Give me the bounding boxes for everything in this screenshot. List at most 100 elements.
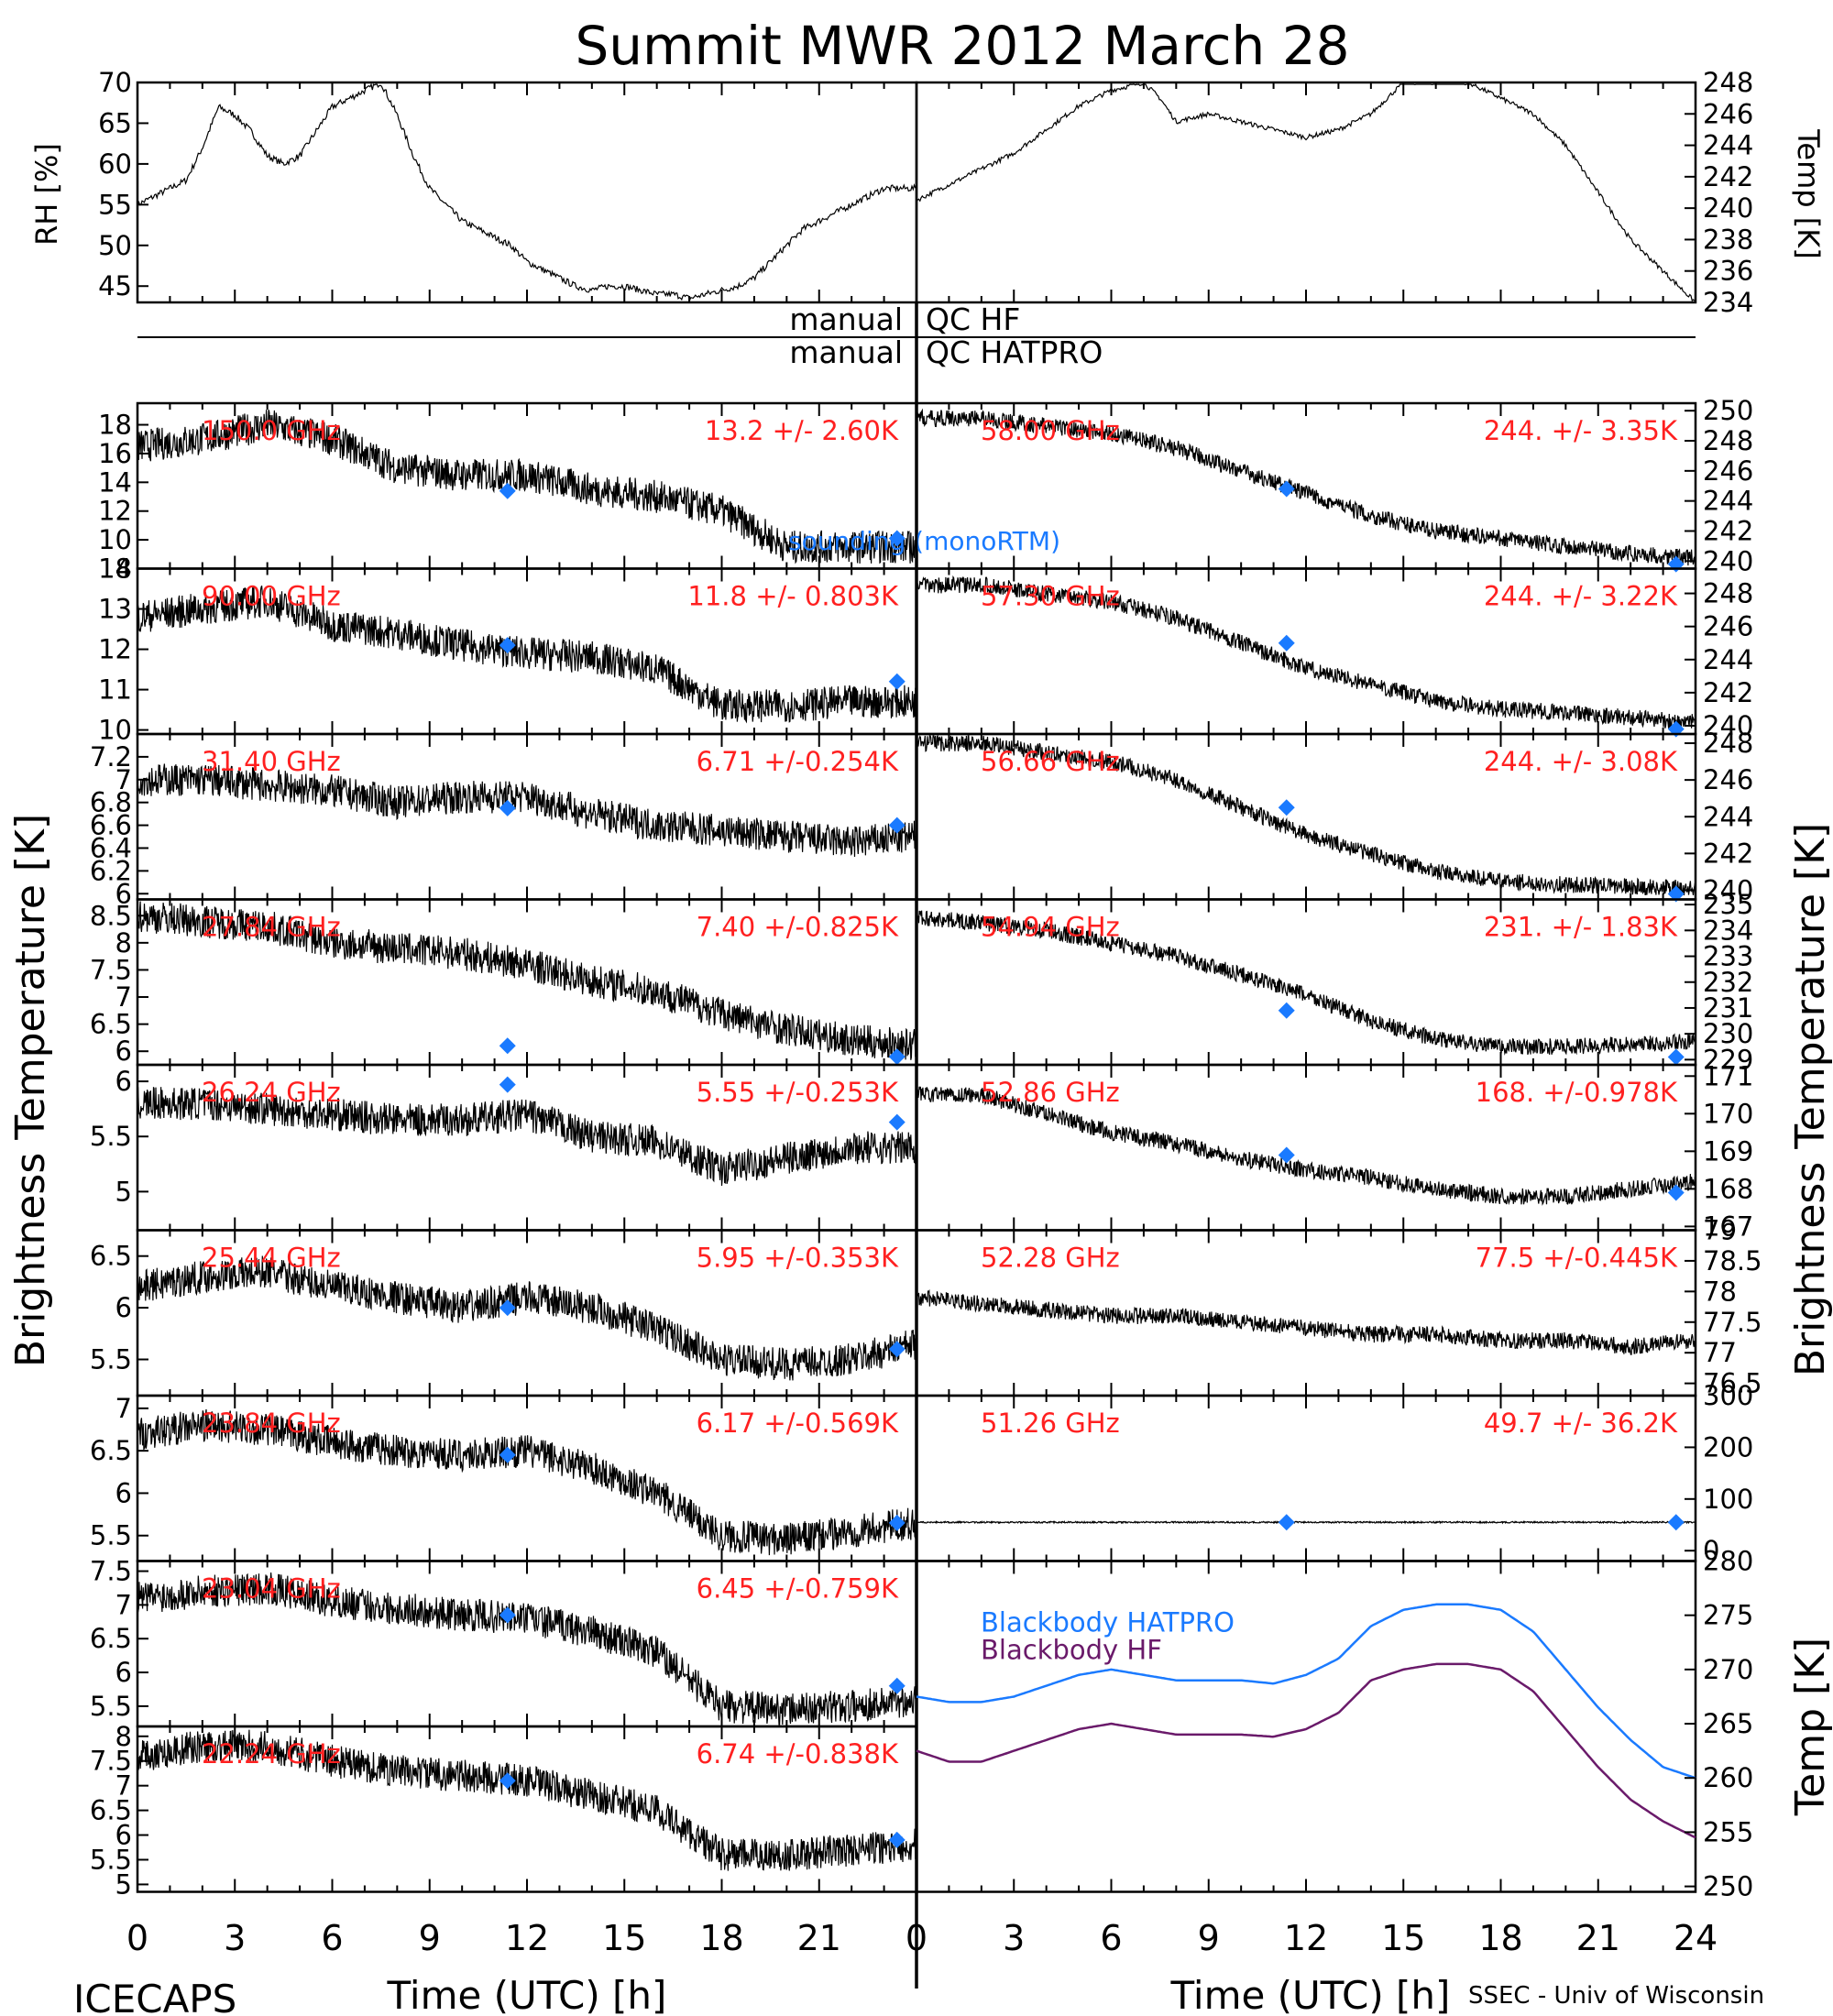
y-tick-label: 5: [115, 1868, 132, 1900]
model-marker: [888, 1831, 906, 1848]
channel-stat-label: 77.5 +/-0.445K: [1476, 1243, 1678, 1274]
y-tick-label: 11: [98, 674, 132, 706]
y-tick-label: 244: [1703, 130, 1753, 161]
model-marker: [1667, 1048, 1685, 1066]
y-tick-label: 231: [1703, 992, 1753, 1024]
channel-frequency-label: 57.30 GHz: [981, 581, 1120, 612]
blackbody-hf-line: [916, 1662, 1696, 1839]
x-tick-label: 18: [1478, 1918, 1522, 1958]
y-tick-label: 232: [1703, 967, 1753, 998]
y-tick-label: 6.6: [90, 810, 132, 841]
channel-trace: [916, 1086, 1696, 1206]
rh-panel-frame: [136, 81, 918, 304]
x-tick-label: 12: [1284, 1918, 1328, 1958]
model-marker: [1667, 1514, 1685, 1531]
model-marker: [888, 1341, 906, 1358]
y-tick-label: 240: [1703, 545, 1753, 576]
model-marker: [499, 799, 516, 816]
y-tick-label: 250: [1703, 1871, 1753, 1902]
y-tick-label: 6.5: [90, 1009, 132, 1040]
legend-sounding: sounding (monoRTM): [788, 526, 1060, 556]
qc-label-left: manual: [789, 334, 903, 370]
y-tick-label: 250: [1703, 395, 1753, 426]
y-tick-label: 70: [98, 67, 132, 98]
x-tick-label: 21: [1576, 1918, 1620, 1958]
x-tick-label: 21: [797, 1918, 841, 1958]
y-tick-label: 7: [115, 981, 132, 1013]
channel-stat-label: 11.8 +/- 0.803K: [687, 581, 899, 612]
y-tick-label: 12: [98, 634, 132, 665]
y-tick-label: 248: [1703, 67, 1753, 98]
channel-stat-label: 231. +/- 1.83K: [1484, 912, 1678, 943]
y-tick-label: 234: [1703, 915, 1753, 946]
y-tick-label: 235: [1703, 889, 1753, 920]
channel-stat-label: 6.71 +/-0.254K: [697, 746, 899, 777]
channel-stat-label: 13.2 +/- 2.60K: [705, 415, 899, 446]
channel-frequency-label: 25.44 GHz: [202, 1243, 341, 1274]
channel-frequency-label: 52.86 GHz: [981, 1077, 1120, 1108]
channel-trace: [137, 1729, 916, 1871]
x-tick-label: 24: [1674, 1918, 1718, 1958]
x-tick-label: 3: [1003, 1918, 1025, 1958]
y-tick-label: 6: [115, 1820, 132, 1851]
y-tick-label: 240: [1703, 192, 1753, 224]
y-tick-label: 260: [1703, 1762, 1753, 1793]
channel-trace: [916, 734, 1696, 896]
y-tick-label: 7: [115, 1589, 132, 1620]
y-tick-label: 6.5: [90, 1435, 132, 1466]
channel-trace: [916, 1288, 1696, 1355]
channel-stat-label: 6.17 +/-0.569K: [697, 1408, 899, 1439]
legend-bb-hatpro: Blackbody HATPRO: [981, 1607, 1235, 1638]
channel-frequency-label: 90.00 GHz: [202, 581, 341, 612]
y-tick-label: 244: [1703, 644, 1753, 675]
channel-stat-label: 6.74 +/-0.838K: [697, 1738, 899, 1769]
channel-frequency-label: 150.0 GHz: [202, 415, 341, 446]
y-tick-label: 10: [98, 715, 132, 746]
model-marker: [1667, 1184, 1685, 1201]
y-tick-label: 8: [115, 927, 132, 959]
x-tick-label: 18: [699, 1918, 743, 1958]
model-marker: [888, 816, 906, 834]
y-tick-label: 8: [115, 1721, 132, 1752]
channel-trace: [137, 1572, 916, 1726]
channel-trace: [916, 408, 1696, 566]
channel-trace: [916, 1519, 1696, 1525]
x-tick-label: 12: [505, 1918, 549, 1958]
x-tick-label: 6: [1100, 1918, 1122, 1958]
y-tick-label: 12: [98, 496, 132, 527]
channel-frequency-label: 22.24 GHz: [202, 1738, 341, 1769]
model-marker: [499, 1299, 516, 1317]
y-tick-label: 244: [1703, 801, 1753, 832]
rh-trace: [137, 82, 916, 302]
y-tick-label: 7: [115, 1770, 132, 1802]
model-marker: [1278, 799, 1295, 816]
model-marker: [499, 1772, 516, 1790]
blackbody-axis-label: Temp [K]: [1787, 1638, 1833, 1816]
y-tick-label: 14: [98, 553, 132, 585]
channel-trace: [137, 1255, 916, 1381]
y-tick-label: 255: [1703, 1816, 1753, 1847]
y-tick-label: 6.5: [90, 1241, 132, 1272]
channel-stat-label: 5.95 +/-0.353K: [697, 1243, 899, 1274]
ylabel-left: Brightness Temperature [K]: [7, 814, 54, 1367]
x-tick-label: 3: [224, 1918, 246, 1958]
model-marker: [499, 1076, 516, 1093]
model-marker: [499, 1606, 516, 1624]
footer-right: SSEC - Univ of Wisconsin: [1468, 1982, 1764, 2010]
y-tick-label: 5.5: [90, 1691, 132, 1722]
x-tick-label: 0: [906, 1918, 927, 1958]
y-tick-label: 248: [1703, 728, 1753, 759]
channel-frequency-label: 51.26 GHz: [981, 1408, 1120, 1439]
y-tick-label: 100: [1703, 1484, 1753, 1515]
temp-axis-label: Temp [K]: [1791, 128, 1826, 258]
y-tick-label: 8.5: [90, 900, 132, 931]
channel-trace: [137, 763, 916, 858]
y-tick-label: 79: [1703, 1215, 1737, 1246]
y-tick-label: 168: [1703, 1173, 1753, 1204]
y-tick-label: 246: [1703, 98, 1753, 129]
channel-stat-label: 244. +/- 3.08K: [1484, 746, 1678, 777]
model-marker: [888, 1048, 906, 1066]
temp-panel-frame: [915, 81, 1697, 304]
xlabel-right: Time (UTC) [h]: [1170, 1973, 1451, 2016]
